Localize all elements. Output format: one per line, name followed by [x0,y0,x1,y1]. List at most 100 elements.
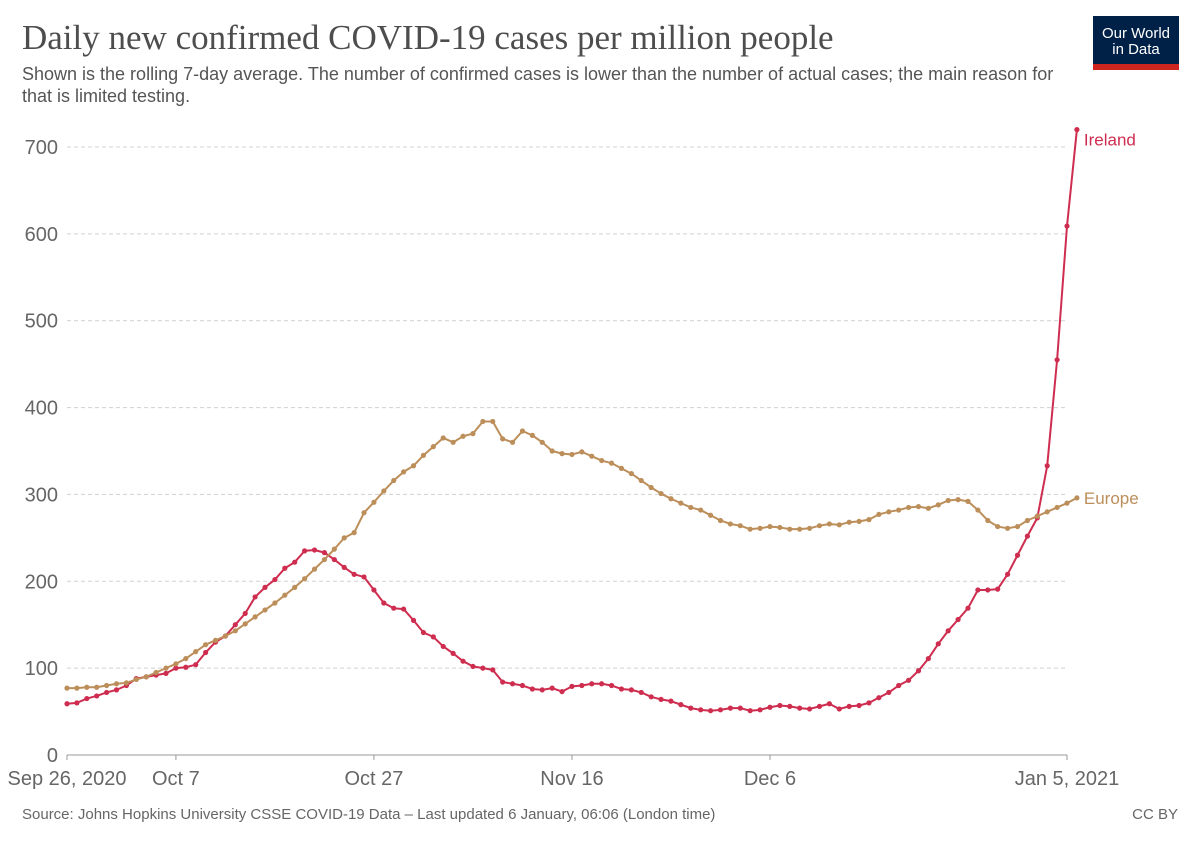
data-point-ireland [470,663,476,670]
data-point-europe [529,432,535,438]
data-point-ireland [549,685,555,691]
data-point-europe [965,498,971,504]
data-point-europe [727,521,733,527]
data-point-europe [212,637,219,643]
series-line-europe [67,420,1078,690]
data-point-europe [440,435,446,441]
data-point-ireland [381,600,387,606]
data-point-europe [767,523,773,530]
data-point-europe [599,457,605,464]
owid-logo[interactable]: Our World in Data [1093,16,1179,70]
data-point-ireland [104,689,110,696]
data-point-europe [856,518,862,524]
data-point-ireland [707,708,714,714]
data-point-ireland [232,622,238,628]
data-point-ireland [638,689,644,696]
data-point-ireland [509,681,516,687]
data-point-europe [569,451,575,458]
data-point-europe [490,418,496,425]
data-point-europe [876,511,882,518]
data-point-ireland [608,682,615,689]
data-point-ireland [440,643,446,650]
data-point-ireland [579,682,585,689]
y-gridlines [67,146,1067,669]
data-point-europe [757,525,763,531]
data-point-ireland [183,664,189,670]
data-point-europe [1024,517,1030,524]
data-point-ireland [915,668,922,674]
data-point-ireland [559,688,565,695]
data-point-ireland [797,705,803,711]
x-axis: Sep 26, 2020 Oct 7 Oct 27 Nov 16 Dec 6 Jan 5,… [8,754,1119,790]
y-tick-label: 400 [25,398,58,420]
series-line-ireland [66,129,1078,712]
data-point-ireland [391,605,397,611]
data-point-europe [678,500,684,506]
data-point-europe [480,418,486,425]
data-point-europe [1064,500,1070,506]
data-point-europe [866,517,872,523]
data-point-ireland [925,655,931,662]
data-point-europe [113,681,120,687]
data-point-ireland [1054,357,1060,363]
data-point-europe [123,680,130,686]
data-point-ireland [668,698,674,704]
data-point-ireland [896,682,902,689]
data-point-europe [193,649,199,655]
data-point-ireland [866,700,872,706]
data-point-europe [311,566,318,572]
data-point-europe [104,682,110,689]
data-point-ireland [599,681,605,687]
data-point-ireland [905,677,912,683]
data-point-europe [371,499,377,505]
data-point-europe [282,592,288,598]
data-point-ireland [737,705,743,711]
data-point-europe [460,433,466,439]
data-point-europe [262,607,268,613]
data-point-ireland [628,687,634,693]
data-point-ireland [252,594,258,600]
data-point-europe [133,676,139,683]
data-point-europe [747,526,753,532]
data-point-ireland [302,548,308,554]
data-point-ireland [500,679,506,685]
data-point-europe [341,535,347,541]
data-point-europe [707,512,714,518]
data-point-europe [1054,504,1060,511]
data-point-europe [470,431,476,437]
data-point-ireland [747,708,753,714]
data-point-europe [232,628,238,634]
series-label-ireland: Ireland [1084,131,1136,150]
data-point-ireland [995,586,1001,592]
data-point-ireland [688,705,694,711]
data-point-europe [203,642,209,648]
data-point-europe [836,522,842,528]
logo-text-line1: Our World [1101,25,1171,42]
logo-text-line2: in Data [1112,41,1160,58]
data-point-europe [84,684,90,690]
series-ireland [64,127,1080,714]
source-note: Source: Johns Hopkins University CSSE CO… [22,806,716,823]
data-point-europe [668,496,674,502]
data-point-ireland [1064,223,1070,229]
data-point-europe [806,525,813,531]
data-point-ireland [806,706,813,712]
data-point-europe [1044,509,1050,515]
data-point-ireland [836,706,842,712]
data-point-europe [430,444,436,450]
data-point-europe [401,469,407,475]
data-point-europe [955,497,961,503]
data-point-europe [153,669,159,676]
data-point-ireland [282,565,288,571]
data-point-europe [242,621,248,627]
license-link[interactable]: CC BY [1132,806,1178,823]
data-point-europe [688,504,694,511]
data-point-europe [638,477,644,484]
data-point-ireland [351,571,357,577]
series-label-europe: Europe [1084,489,1139,508]
data-point-europe [509,439,516,445]
x-tick-label: Dec 6 [744,768,796,790]
data-point-europe [925,505,931,511]
data-point-ireland [717,707,724,713]
